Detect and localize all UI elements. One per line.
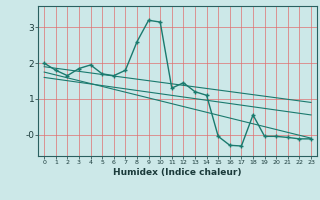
X-axis label: Humidex (Indice chaleur): Humidex (Indice chaleur): [113, 168, 242, 177]
